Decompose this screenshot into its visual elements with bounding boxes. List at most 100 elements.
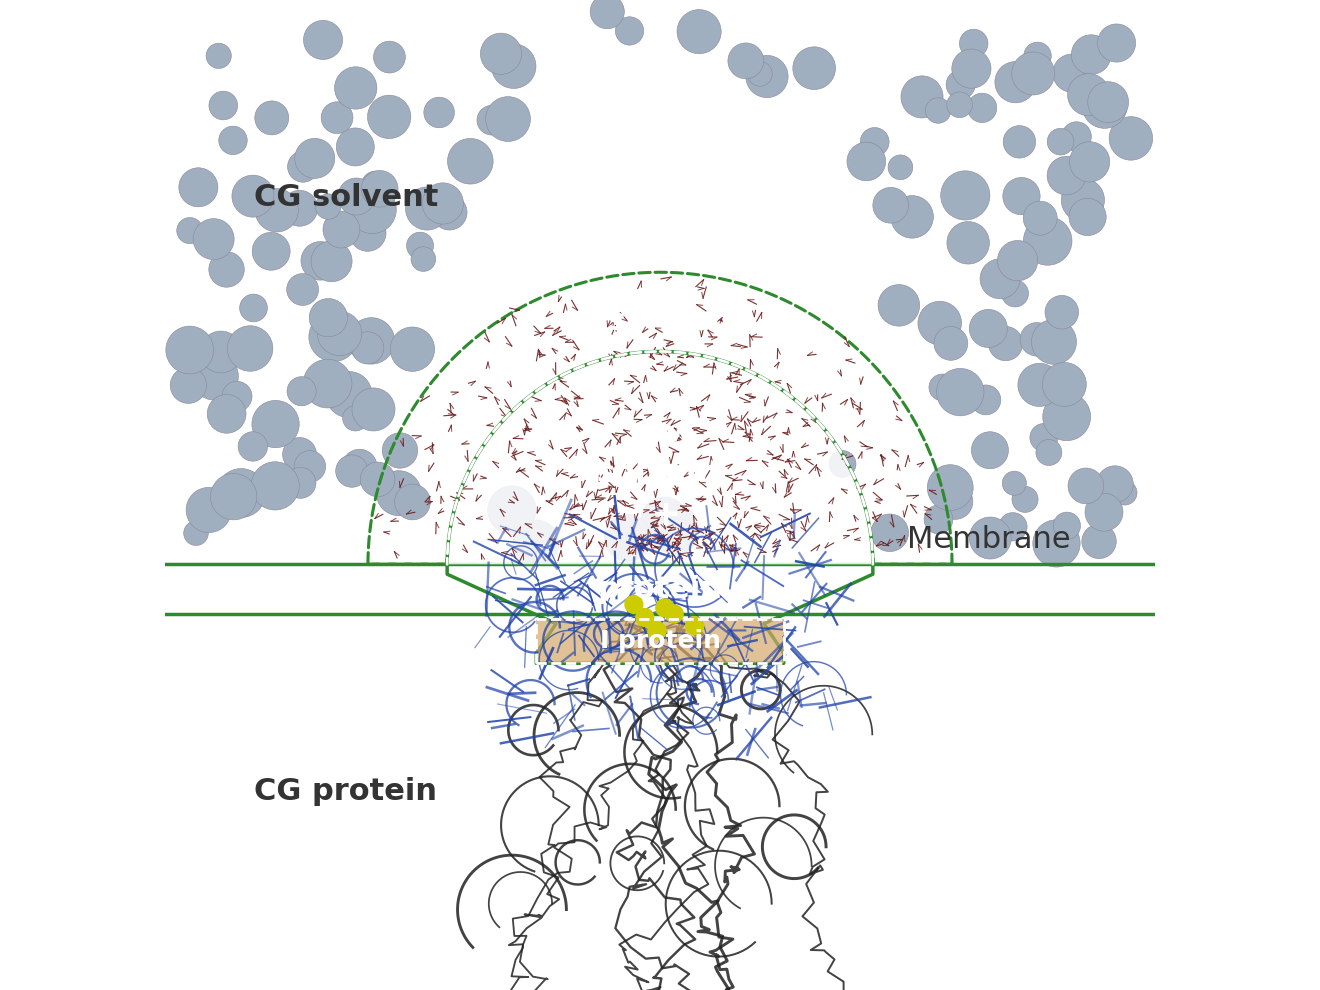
Circle shape: [1069, 142, 1110, 182]
Circle shape: [1068, 468, 1104, 504]
Circle shape: [282, 438, 317, 471]
Polygon shape: [447, 351, 873, 564]
Circle shape: [969, 517, 1011, 559]
Circle shape: [936, 368, 983, 416]
Circle shape: [873, 187, 908, 223]
Circle shape: [649, 504, 698, 553]
Circle shape: [315, 194, 341, 220]
Circle shape: [424, 97, 454, 128]
Circle shape: [998, 241, 1038, 281]
Circle shape: [1053, 512, 1081, 540]
Circle shape: [1053, 54, 1092, 92]
Circle shape: [648, 622, 667, 640]
Circle shape: [888, 155, 913, 180]
Circle shape: [286, 273, 318, 306]
Circle shape: [929, 374, 956, 401]
Circle shape: [286, 376, 317, 406]
Circle shape: [240, 294, 268, 322]
Circle shape: [1085, 493, 1123, 532]
Circle shape: [1097, 24, 1135, 62]
Circle shape: [351, 332, 384, 364]
Circle shape: [1061, 178, 1105, 222]
Circle shape: [207, 394, 246, 434]
Circle shape: [335, 454, 368, 487]
Circle shape: [309, 299, 347, 337]
Text: CG solvent: CG solvent: [253, 183, 438, 213]
Circle shape: [362, 170, 399, 207]
Circle shape: [186, 487, 231, 533]
Circle shape: [1012, 486, 1038, 513]
Circle shape: [1020, 323, 1053, 356]
Circle shape: [304, 359, 352, 408]
Circle shape: [367, 95, 411, 139]
Circle shape: [1018, 363, 1061, 407]
Circle shape: [1036, 440, 1061, 465]
Circle shape: [995, 61, 1036, 103]
Circle shape: [624, 595, 643, 613]
Circle shape: [656, 599, 673, 617]
Circle shape: [640, 497, 688, 544]
Circle shape: [337, 128, 375, 166]
Circle shape: [209, 91, 238, 120]
Circle shape: [636, 609, 653, 627]
Circle shape: [281, 190, 318, 227]
Circle shape: [343, 406, 368, 431]
Circle shape: [360, 462, 395, 497]
Circle shape: [206, 44, 231, 68]
Circle shape: [183, 521, 209, 545]
Circle shape: [917, 301, 961, 345]
Circle shape: [1082, 83, 1127, 129]
Text: Membrane: Membrane: [908, 525, 1071, 554]
Circle shape: [480, 33, 521, 74]
Circle shape: [232, 175, 273, 217]
Circle shape: [891, 196, 933, 239]
Text: MM
solvent: MM solvent: [597, 423, 723, 488]
Circle shape: [871, 514, 908, 551]
Bar: [536, 619, 784, 663]
Circle shape: [829, 450, 855, 477]
Circle shape: [1003, 126, 1036, 158]
Circle shape: [285, 467, 315, 498]
Circle shape: [999, 513, 1027, 541]
Circle shape: [251, 461, 300, 510]
Circle shape: [374, 42, 405, 73]
Circle shape: [989, 327, 1023, 360]
Circle shape: [1113, 480, 1137, 505]
Circle shape: [301, 242, 339, 280]
Circle shape: [941, 171, 990, 220]
Circle shape: [686, 617, 704, 635]
Circle shape: [432, 195, 467, 230]
Circle shape: [411, 247, 436, 271]
Circle shape: [1023, 201, 1057, 235]
Circle shape: [304, 21, 343, 59]
Circle shape: [350, 215, 385, 251]
Circle shape: [395, 484, 430, 520]
Circle shape: [391, 327, 434, 371]
Circle shape: [348, 318, 395, 364]
Circle shape: [201, 331, 242, 373]
Circle shape: [191, 352, 239, 400]
Circle shape: [1031, 320, 1077, 364]
Circle shape: [1002, 471, 1027, 495]
Circle shape: [969, 310, 1007, 347]
Circle shape: [1045, 295, 1078, 329]
Circle shape: [935, 327, 968, 360]
Circle shape: [486, 97, 531, 142]
Bar: [536, 619, 784, 663]
Circle shape: [746, 55, 788, 98]
Circle shape: [1109, 117, 1152, 160]
Circle shape: [210, 473, 257, 520]
Circle shape: [209, 251, 244, 287]
Circle shape: [878, 284, 920, 326]
Circle shape: [1069, 198, 1106, 236]
Circle shape: [1003, 177, 1040, 215]
Circle shape: [288, 151, 318, 182]
Circle shape: [216, 468, 265, 518]
Circle shape: [294, 139, 335, 178]
Circle shape: [255, 101, 289, 135]
Circle shape: [968, 93, 997, 123]
Circle shape: [321, 102, 352, 134]
Circle shape: [178, 167, 218, 207]
Circle shape: [317, 311, 362, 355]
Circle shape: [348, 185, 396, 234]
